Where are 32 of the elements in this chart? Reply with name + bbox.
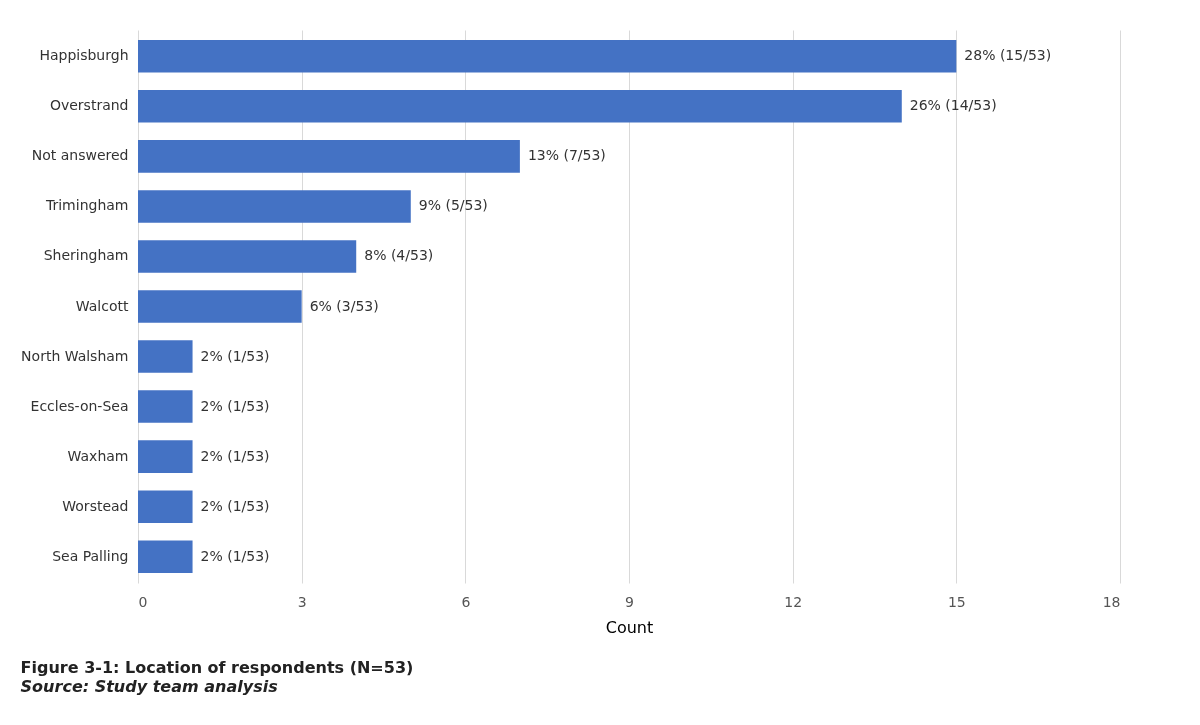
y-tick-label: Trimingham: [44, 197, 129, 214]
x-tick-label: 18: [1102, 593, 1121, 610]
x-tick-label: 9: [625, 593, 634, 610]
y-tick-label: Walcott: [75, 297, 129, 314]
data-label: 2% (1/53): [200, 497, 270, 514]
y-tick-label: Worstead: [62, 497, 129, 514]
data-label: 8% (4/53): [364, 247, 434, 264]
y-tick-label: North Walsham: [21, 347, 129, 364]
y-tick-label: Sheringham: [43, 247, 129, 264]
data-label: 2% (1/53): [200, 547, 270, 564]
text: Figure 3-1: Location of respondents (N=53): [20, 658, 414, 677]
y-tick-label: Sea Palling: [52, 547, 129, 564]
y-tick-label: Waxham: [67, 447, 129, 464]
x-tick-label: 6: [461, 593, 471, 610]
data-label: 13% (7/53): [527, 147, 606, 164]
x-axis-title: Count: [605, 617, 654, 637]
y-tick-label: Eccles-on-Sea: [30, 397, 129, 414]
y-tick-label: Happisburgh: [39, 47, 129, 64]
y-tick-label: Not answered: [31, 147, 129, 164]
source-note: Source: Study team analysis: [20, 677, 278, 696]
data-label: 9% (5/53): [418, 197, 488, 214]
data-label: 26% (14/53): [909, 97, 997, 114]
data-label: 2% (1/53): [200, 347, 270, 364]
x-tick-label: 3: [297, 593, 307, 610]
data-label: 2% (1/53): [200, 397, 270, 414]
data-label: 2% (1/53): [200, 447, 270, 464]
x-tick-label: 15: [947, 593, 966, 610]
data-label: 6% (3/53): [309, 297, 379, 314]
y-tick-label: Overstrand: [49, 97, 129, 114]
x-tick-label: 0: [138, 593, 148, 610]
data-label: 28% (15/53): [964, 47, 1052, 64]
x-tick-label: 12: [784, 593, 803, 610]
